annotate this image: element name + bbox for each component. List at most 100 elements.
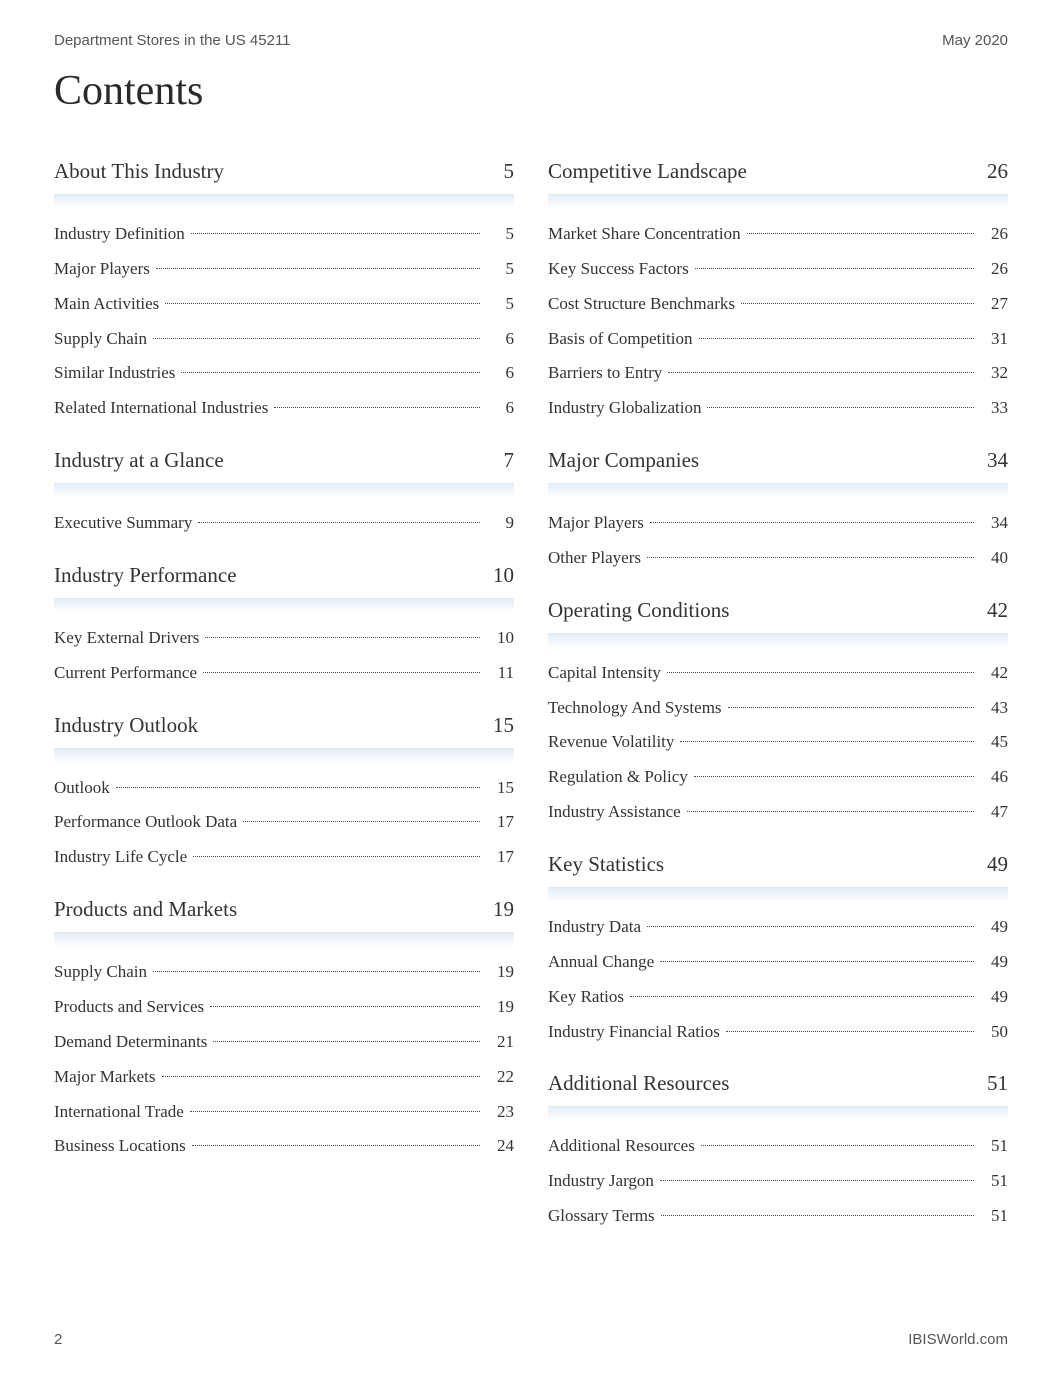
toc-item-page: 22 bbox=[486, 1060, 514, 1095]
toc-section-page: 26 bbox=[987, 159, 1008, 184]
toc-item-page: 42 bbox=[980, 656, 1008, 691]
toc-item-page: 17 bbox=[486, 805, 514, 840]
section-separator bbox=[548, 194, 1008, 209]
toc-item[interactable]: Barriers to Entry32 bbox=[548, 356, 1008, 391]
toc-item[interactable]: Key Ratios49 bbox=[548, 980, 1008, 1015]
toc-item[interactable]: Capital Intensity42 bbox=[548, 656, 1008, 691]
section-separator bbox=[548, 483, 1008, 498]
toc-item-page: 31 bbox=[980, 322, 1008, 357]
toc-item[interactable]: Major Players5 bbox=[54, 252, 514, 287]
toc-item[interactable]: Executive Summary9 bbox=[54, 506, 514, 541]
toc-dot-leader bbox=[210, 1006, 480, 1007]
toc-section-heading[interactable]: Additional Resources51 bbox=[548, 1071, 1008, 1096]
toc-dot-leader bbox=[198, 522, 480, 523]
toc-section-heading[interactable]: Major Companies34 bbox=[548, 448, 1008, 473]
toc-item-label: Revenue Volatility bbox=[548, 725, 674, 760]
toc-item-label: Annual Change bbox=[548, 945, 654, 980]
toc-item[interactable]: Cost Structure Benchmarks27 bbox=[548, 287, 1008, 322]
toc-section-page: 51 bbox=[987, 1071, 1008, 1096]
doc-title: Department Stores in the US 45211 bbox=[54, 32, 291, 49]
toc-item[interactable]: Market Share Concentration26 bbox=[548, 217, 1008, 252]
toc-item[interactable]: Current Performance11 bbox=[54, 656, 514, 691]
toc-item-page: 26 bbox=[980, 252, 1008, 287]
toc-section-heading[interactable]: Industry Outlook15 bbox=[54, 713, 514, 738]
toc-section-heading[interactable]: Industry Performance10 bbox=[54, 563, 514, 588]
toc-item[interactable]: Demand Determinants21 bbox=[54, 1025, 514, 1060]
toc-item[interactable]: Main Activities5 bbox=[54, 287, 514, 322]
toc-item-label: Major Players bbox=[54, 252, 150, 287]
toc-item-label: Key External Drivers bbox=[54, 621, 199, 656]
toc-columns: About This Industry5Industry Definition5… bbox=[54, 149, 1008, 1256]
toc-item-label: Main Activities bbox=[54, 287, 159, 322]
toc-item[interactable]: Additional Resources 51 bbox=[548, 1129, 1008, 1164]
toc-item[interactable]: Industry Data49 bbox=[548, 910, 1008, 945]
toc-item[interactable]: Glossary Terms51 bbox=[548, 1199, 1008, 1234]
toc-section: Products and Markets19 Supply Chain19Prod… bbox=[54, 897, 514, 1164]
toc-item[interactable]: Similar Industries6 bbox=[54, 356, 514, 391]
toc-section-heading[interactable]: Industry at a Glance7 bbox=[54, 448, 514, 473]
toc-item[interactable]: Outlook15 bbox=[54, 771, 514, 806]
toc-item-page: 26 bbox=[980, 217, 1008, 252]
toc-item-page: 6 bbox=[486, 322, 514, 357]
section-separator bbox=[54, 748, 514, 763]
toc-item[interactable]: International Trade23 bbox=[54, 1095, 514, 1130]
toc-section-title: About This Industry bbox=[54, 159, 224, 184]
toc-section-heading[interactable]: Operating Conditions42 bbox=[548, 598, 1008, 623]
toc-item[interactable]: Regulation & Policy46 bbox=[548, 760, 1008, 795]
toc-item-label: Additional Resources bbox=[548, 1129, 695, 1164]
toc-dot-leader bbox=[680, 741, 974, 742]
toc-item-label: Executive Summary bbox=[54, 506, 192, 541]
toc-item[interactable]: Key Success Factors26 bbox=[548, 252, 1008, 287]
toc-item-label: Industry Assistance bbox=[548, 795, 681, 830]
section-separator bbox=[548, 1106, 1008, 1121]
toc-item[interactable]: Supply Chain6 bbox=[54, 322, 514, 357]
toc-item[interactable]: Industry Globalization33 bbox=[548, 391, 1008, 426]
toc-item[interactable]: Industry Financial Ratios50 bbox=[548, 1015, 1008, 1050]
toc-section: Competitive Landscape26 Market Share Conc… bbox=[548, 159, 1008, 426]
toc-item-page: 49 bbox=[980, 945, 1008, 980]
toc-item-page: 49 bbox=[980, 980, 1008, 1015]
toc-item-page: 24 bbox=[486, 1129, 514, 1164]
toc-dot-leader bbox=[192, 1145, 480, 1146]
toc-item-page: 27 bbox=[980, 287, 1008, 322]
toc-item-page: 51 bbox=[980, 1129, 1008, 1164]
toc-item[interactable]: Annual Change 49 bbox=[548, 945, 1008, 980]
toc-dot-leader bbox=[660, 1180, 974, 1181]
toc-section: Major Companies34 Major Players34Other Pl… bbox=[548, 448, 1008, 576]
toc-item-page: 5 bbox=[486, 217, 514, 252]
toc-item[interactable]: Supply Chain19 bbox=[54, 955, 514, 990]
toc-item[interactable]: Industry Life Cycle17 bbox=[54, 840, 514, 875]
toc-section-heading[interactable]: Competitive Landscape26 bbox=[548, 159, 1008, 184]
toc-dot-leader bbox=[153, 971, 480, 972]
toc-column-right: Competitive Landscape26 Market Share Conc… bbox=[548, 149, 1008, 1256]
toc-item[interactable]: Major Markets22 bbox=[54, 1060, 514, 1095]
toc-dot-leader bbox=[695, 268, 974, 269]
toc-dot-leader bbox=[660, 961, 974, 962]
page-footer: 2 IBISWorld.com bbox=[54, 1331, 1008, 1348]
toc-dot-leader bbox=[181, 372, 480, 373]
toc-item[interactable]: Other Players40 bbox=[548, 541, 1008, 576]
toc-item-label: Supply Chain bbox=[54, 955, 147, 990]
toc-section-heading[interactable]: Key Statistics49 bbox=[548, 852, 1008, 877]
toc-item-page: 51 bbox=[980, 1199, 1008, 1234]
toc-item[interactable]: Revenue Volatility45 bbox=[548, 725, 1008, 760]
toc-item[interactable]: Business Locations24 bbox=[54, 1129, 514, 1164]
toc-item-page: 34 bbox=[980, 506, 1008, 541]
toc-item-label: Performance Outlook Data bbox=[54, 805, 237, 840]
toc-item[interactable]: Basis of Competition31 bbox=[548, 322, 1008, 357]
toc-item[interactable]: Performance Outlook Data 17 bbox=[54, 805, 514, 840]
toc-item[interactable]: Key External Drivers10 bbox=[54, 621, 514, 656]
toc-item[interactable]: Industry Definition5 bbox=[54, 217, 514, 252]
toc-section-heading[interactable]: About This Industry5 bbox=[54, 159, 514, 184]
toc-item[interactable]: Major Players34 bbox=[548, 506, 1008, 541]
toc-item[interactable]: Related International Industries6 bbox=[54, 391, 514, 426]
section-separator bbox=[548, 887, 1008, 902]
page-title: Contents bbox=[54, 67, 1008, 115]
toc-item[interactable]: Industry Jargon51 bbox=[548, 1164, 1008, 1199]
toc-dot-leader bbox=[274, 407, 480, 408]
toc-item[interactable]: Industry Assistance47 bbox=[548, 795, 1008, 830]
toc-item[interactable]: Products and Services19 bbox=[54, 990, 514, 1025]
doc-date: May 2020 bbox=[942, 32, 1008, 49]
toc-item[interactable]: Technology And Systems43 bbox=[548, 691, 1008, 726]
toc-section-heading[interactable]: Products and Markets19 bbox=[54, 897, 514, 922]
